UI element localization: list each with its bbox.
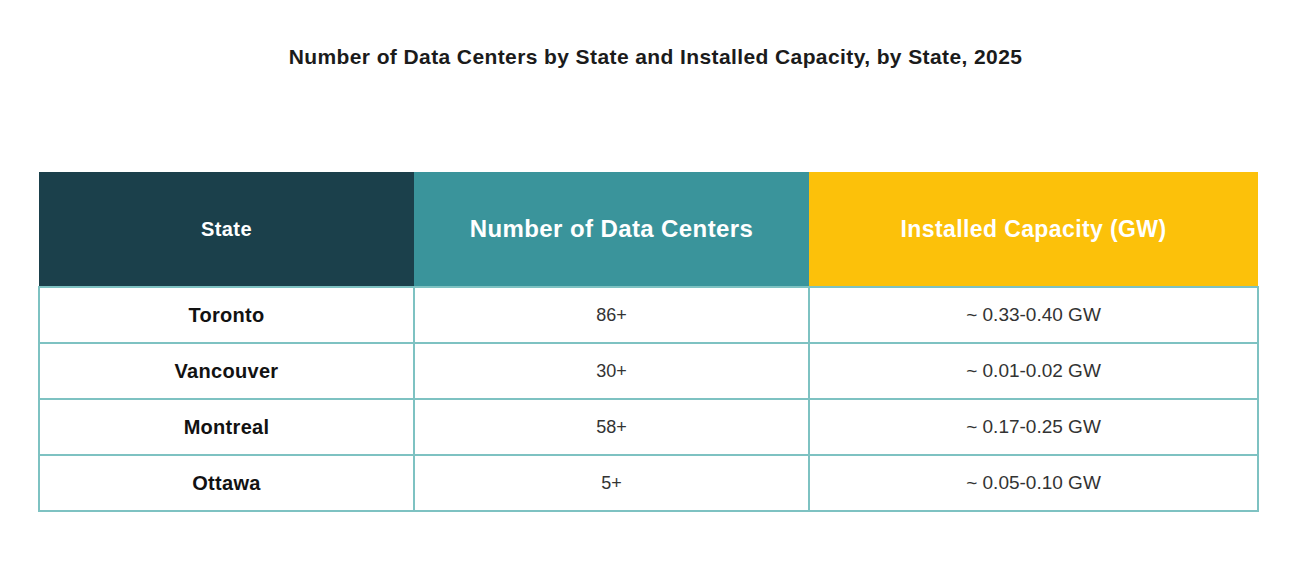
cell-capacity: ~ 0.33-0.40 GW — [809, 287, 1258, 343]
data-centers-table: State Number of Data Centers Installed C… — [38, 172, 1259, 512]
cell-state: Vancouver — [39, 343, 414, 399]
header-number-of-data-centers: Number of Data Centers — [414, 172, 809, 287]
header-state: State — [39, 172, 414, 287]
table-row: Toronto 86+ ~ 0.33-0.40 GW — [39, 287, 1258, 343]
cell-count: 58+ — [414, 399, 809, 455]
table-row: Vancouver 30+ ~ 0.01-0.02 GW — [39, 343, 1258, 399]
table-row: Ottawa 5+ ~ 0.05-0.10 GW — [39, 455, 1258, 511]
cell-count: 86+ — [414, 287, 809, 343]
cell-capacity: ~ 0.17-0.25 GW — [809, 399, 1258, 455]
cell-state: Ottawa — [39, 455, 414, 511]
cell-count: 30+ — [414, 343, 809, 399]
page: Number of Data Centers by State and Inst… — [0, 0, 1311, 562]
cell-state: Toronto — [39, 287, 414, 343]
table-row: Montreal 58+ ~ 0.17-0.25 GW — [39, 399, 1258, 455]
cell-capacity: ~ 0.01-0.02 GW — [809, 343, 1258, 399]
header-installed-capacity: Installed Capacity (GW) — [809, 172, 1258, 287]
cell-count: 5+ — [414, 455, 809, 511]
cell-state: Montreal — [39, 399, 414, 455]
chart-title: Number of Data Centers by State and Inst… — [0, 45, 1311, 69]
cell-capacity: ~ 0.05-0.10 GW — [809, 455, 1258, 511]
header-row: State Number of Data Centers Installed C… — [39, 172, 1258, 287]
